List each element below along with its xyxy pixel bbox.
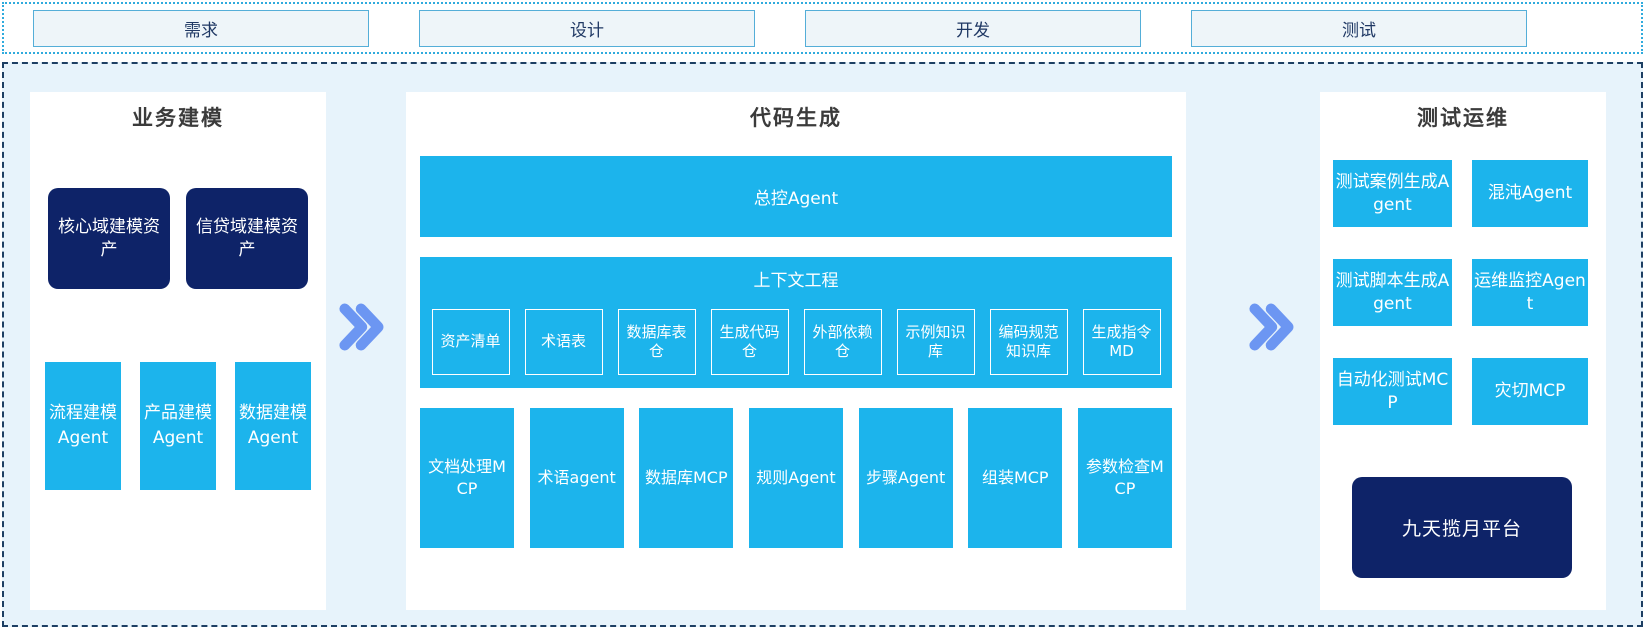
- platform-box-jiutian-lanyue: 九天揽月平台: [1352, 477, 1572, 578]
- worker-box-database-mcp: 数据库MCP: [639, 408, 734, 548]
- testops-box-chaos-agent: 混沌Agent: [1472, 160, 1588, 227]
- phase-box-design: 设计: [419, 9, 755, 47]
- testops-grid: 测试案例生成Agent 混沌Agent 测试脚本生成Agent 运维监控Agen…: [1333, 160, 1588, 425]
- double-chevron-icon: [1248, 302, 1294, 352]
- context-box-glossary: 术语表: [524, 309, 603, 375]
- context-box-generated-code-repo: 生成代码仓: [710, 309, 789, 375]
- worker-box-doc-processing-mcp: 文档处理MCP: [420, 408, 514, 548]
- context-box-asset-list: 资产清单: [431, 309, 510, 375]
- context-items-row: 资产清单 术语表 数据库表仓 生成代码仓 外部依赖仓 示例知识库 编码规范知识库…: [420, 309, 1172, 375]
- context-box-external-deps-repo: 外部依赖仓: [803, 309, 882, 375]
- agent-box-product-modeling: 产品建模Agent: [140, 362, 216, 490]
- agent-box-process-modeling: 流程建模Agent: [45, 362, 121, 490]
- panel-title: 代码生成: [750, 106, 842, 130]
- double-chevron-icon: [338, 302, 384, 352]
- phase-box-development: 开发: [805, 9, 1141, 47]
- phase-strip: 需求 设计 开发 测试: [2, 2, 1643, 54]
- phase-box-testing: 测试: [1191, 9, 1527, 47]
- testops-box-auto-test-mcp: 自动化测试MCP: [1333, 358, 1452, 425]
- context-box-coding-standard-kb: 编码规范知识库: [989, 309, 1068, 375]
- asset-box-credit-domain: 信贷域建模资产: [186, 188, 308, 289]
- context-engineering-section: 上下文工程 资产清单 术语表 数据库表仓 生成代码仓 外部依赖仓 示例知识库 编…: [420, 257, 1172, 388]
- panel-title: 业务建模: [132, 106, 224, 130]
- context-box-instruction-md: 生成指令MD: [1082, 309, 1161, 375]
- context-section-title: 上下文工程: [753, 271, 839, 291]
- asset-row: 核心域建模资产 信贷域建模资产: [30, 188, 326, 289]
- context-box-example-kb: 示例知识库: [896, 309, 975, 375]
- testops-box-testscript-gen-agent: 测试脚本生成Agent: [1333, 259, 1452, 326]
- phase-box-requirements: 需求: [33, 9, 369, 47]
- worker-box-param-check-mcp: 参数检查MCP: [1077, 408, 1172, 548]
- worker-box-rule-agent: 规则Agent: [748, 408, 843, 548]
- worker-box-glossary-agent: 术语agent: [529, 408, 624, 548]
- master-agent-bar: 总控Agent: [420, 156, 1172, 237]
- agent-box-data-modeling: 数据建模Agent: [235, 362, 311, 490]
- panel-business-modeling: 业务建模 核心域建模资产 信贷域建模资产 流程建模Agent 产品建模Agent…: [30, 92, 326, 610]
- asset-box-core-domain: 核心域建模资产: [48, 188, 170, 289]
- workers-row: 文档处理MCP 术语agent 数据库MCP 规则Agent 步骤Agent 组…: [420, 408, 1172, 548]
- testops-box-disaster-switch-mcp: 灾切MCP: [1472, 358, 1588, 425]
- lifecycle-container: 业务建模 核心域建模资产 信贷域建模资产 流程建模Agent 产品建模Agent…: [2, 62, 1643, 627]
- worker-box-step-agent: 步骤Agent: [858, 408, 953, 548]
- testops-box-testcase-gen-agent: 测试案例生成Agent: [1333, 160, 1452, 227]
- panel-test-operations: 测试运维 测试案例生成Agent 混沌Agent 测试脚本生成Agent 运维监…: [1320, 92, 1606, 610]
- context-box-db-table-repo: 数据库表仓: [617, 309, 696, 375]
- panel-code-generation: 代码生成 总控Agent 上下文工程 资产清单 术语表 数据库表仓 生成代码仓 …: [406, 92, 1186, 610]
- panel-title: 测试运维: [1417, 106, 1509, 130]
- modeling-agent-row: 流程建模Agent 产品建模Agent 数据建模Agent: [30, 362, 326, 490]
- worker-box-assembly-mcp: 组装MCP: [968, 408, 1063, 548]
- testops-box-ops-monitor-agent: 运维监控Agent: [1472, 259, 1588, 326]
